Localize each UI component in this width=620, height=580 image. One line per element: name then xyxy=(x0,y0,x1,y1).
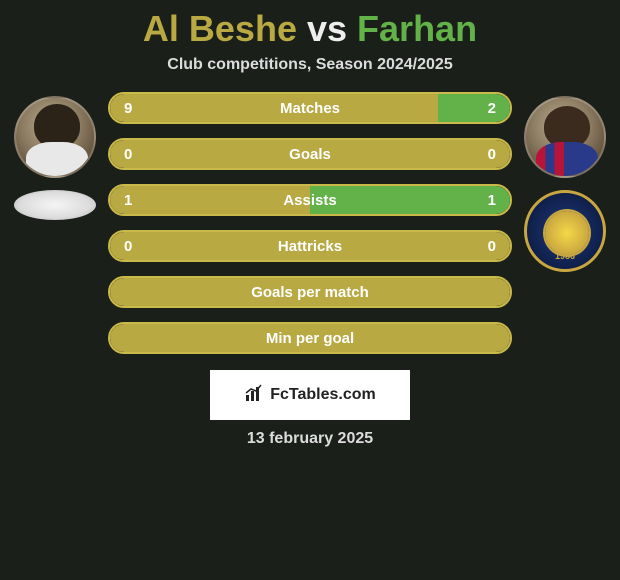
stat-bar-row: 0Hattricks0 xyxy=(108,230,512,262)
fctables-logo-icon xyxy=(244,383,264,408)
fctables-banner-text: FcTables.com xyxy=(270,386,376,404)
stat-label: Assists xyxy=(154,192,466,209)
stat-value-left: 1 xyxy=(124,192,154,209)
stat-value-left: 0 xyxy=(124,238,154,255)
stat-label: Min per goal xyxy=(154,330,466,347)
versus-label: vs xyxy=(307,8,347,49)
player2-club-badge xyxy=(524,190,606,272)
stat-bar-row: 0Goals0 xyxy=(108,138,512,170)
date-label: 13 february 2025 xyxy=(247,430,373,448)
right-column xyxy=(520,92,610,272)
stat-label: Hattricks xyxy=(154,238,466,255)
stat-label: Matches xyxy=(154,100,466,117)
player1-club-placeholder xyxy=(14,190,96,220)
player1-name: Al Beshe xyxy=(143,8,297,49)
left-column xyxy=(10,92,100,220)
stat-value-right: 2 xyxy=(466,100,496,117)
player2-name: Farhan xyxy=(357,8,477,49)
comparison-area: 9Matches20Goals01Assists10Hattricks0Goal… xyxy=(10,92,610,354)
player1-avatar xyxy=(14,96,96,178)
stat-value-left: 0 xyxy=(124,146,154,163)
fctables-banner: FcTables.com xyxy=(210,370,410,420)
stat-bars: 9Matches20Goals01Assists10Hattricks0Goal… xyxy=(108,92,512,354)
player2-avatar xyxy=(524,96,606,178)
stat-label: Goals per match xyxy=(154,284,466,301)
stat-value-right: 0 xyxy=(466,146,496,163)
stat-bar-row: 9Matches2 xyxy=(108,92,512,124)
stat-bar-row: Goals per match xyxy=(108,276,512,308)
page-title: Al Beshe vs Farhan xyxy=(143,8,477,50)
stat-bar-row: Min per goal xyxy=(108,322,512,354)
stat-bar-row: 1Assists1 xyxy=(108,184,512,216)
stat-value-right: 0 xyxy=(466,238,496,255)
stat-value-left: 9 xyxy=(124,100,154,117)
stat-label: Goals xyxy=(154,146,466,163)
stat-value-right: 1 xyxy=(466,192,496,209)
subtitle: Club competitions, Season 2024/2025 xyxy=(167,56,452,74)
